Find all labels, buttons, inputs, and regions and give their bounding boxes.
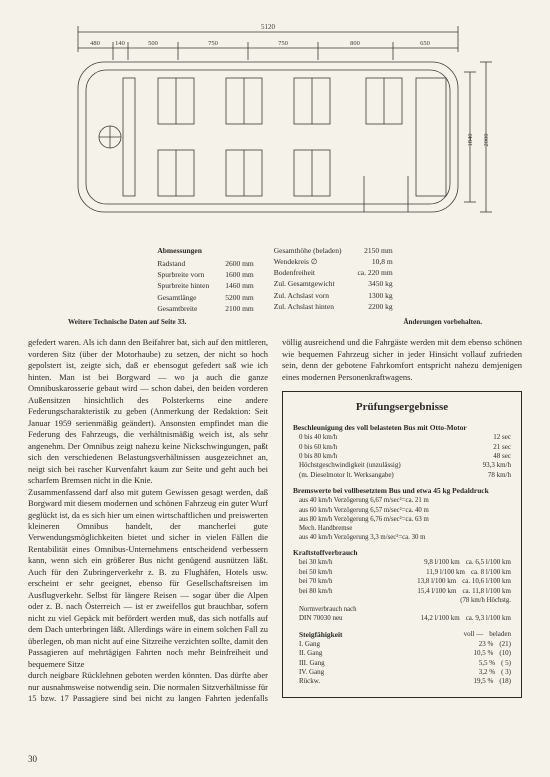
body-para-1: gefedert waren. Als ich dann den Beifahr…: [28, 337, 268, 486]
spec-key: Zul. Achslast vorn: [274, 291, 342, 301]
spec-val: 2200 kg: [357, 302, 392, 312]
brake-line: aus 60 km/h Verzögerung 6,57 m/sec²=ca. …: [293, 506, 511, 515]
spec-val: 2600 mm: [225, 259, 254, 269]
spec-tables: Abmessungen Radstand 2600 mm Spurbreite v…: [28, 246, 522, 314]
foot-left: Weitere Technische Daten auf Seite 33.: [68, 318, 186, 328]
svg-text:140: 140: [115, 40, 125, 47]
climb-row: I. Gang23 %(21): [293, 640, 511, 649]
fuel-row: bei 70 km/h13,8 l/100 kmca. 10,6 l/100 k…: [293, 577, 511, 586]
climb-section: Steigfähigkeit voll — beladen I. Gang23 …: [293, 630, 511, 687]
spec-footer: Weitere Technische Daten auf Seite 33. Ä…: [68, 318, 482, 328]
svg-text:650: 650: [420, 40, 430, 47]
svg-text:750: 750: [208, 40, 218, 47]
fuel-row: bei 80 km/h15,4 l/100 kmca. 11,8 l/100 k…: [293, 587, 511, 596]
climb-row: IV. Gang3,2 %( 3): [293, 668, 511, 677]
spec-key: Spurbreite hinten: [157, 281, 209, 291]
spec-key: Zul. Gesamtgewicht: [274, 279, 342, 289]
brake-line: aus 40 km/h Verzögerung 3,3 m/sec²=ca. 3…: [293, 533, 511, 542]
svg-text:500: 500: [148, 40, 158, 47]
climb-row: Rückw.19,5 %(18): [293, 677, 511, 686]
spec-col-right: Gesamthöhe (beladen) 2150 mm Wendekreis ∅…: [274, 246, 393, 314]
svg-text:1840: 1840: [467, 134, 474, 147]
svg-text:2000: 2000: [483, 134, 490, 147]
spec-key: Radstand: [157, 259, 209, 269]
accel-head: Beschleunigung des voll belasteten Bus m…: [293, 423, 511, 433]
spec-key: Zul. Achslast hinten: [274, 302, 342, 312]
fuel-norm: DIN 70030 neu14,2 l/100 kmca. 9,3 l/100 …: [293, 614, 511, 623]
fuel-norm-head: Normverbrauch nach: [293, 605, 511, 614]
accel-line: 0 bis 40 km/h12 sec: [293, 433, 511, 442]
svg-text:480: 480: [90, 40, 100, 47]
svg-text:800: 800: [350, 40, 360, 47]
page-number: 30: [28, 753, 37, 765]
spec-key: Bodenfreiheit: [274, 268, 342, 278]
svg-text:750: 750: [278, 40, 288, 47]
brakes-section: Bremswerte bei vollbesetztem Bus und etw…: [293, 486, 511, 542]
brake-line: aus 80 km/h Verzögerung 6,76 m/sec²=ca. …: [293, 515, 511, 524]
spec-val: 3450 kg: [357, 279, 392, 289]
results-box: Prüfungsergebnisse Beschleunigung des vo…: [282, 391, 522, 698]
climb-row: III. Gang5,5 %( 5): [293, 659, 511, 668]
accel-line: 0 bis 80 km/h48 sec: [293, 452, 511, 461]
spec-val: 1300 kg: [357, 291, 392, 301]
spec-col-left: Abmessungen Radstand 2600 mm Spurbreite v…: [157, 246, 253, 314]
brake-line: aus 40 km/h Verzögerung 6,67 m/sec²=ca. …: [293, 496, 511, 505]
climb-head: Steigfähigkeit: [299, 630, 458, 640]
spec-val: 1460 mm: [225, 281, 254, 291]
climb-head-row: Steigfähigkeit voll — beladen: [293, 630, 511, 640]
fuel-head: Kraftstoffverbrauch: [293, 548, 511, 558]
spec-key: Gesamtlänge: [157, 293, 209, 303]
body-para-2: Zusammenfassend darf also mit gutem Gewi…: [28, 487, 268, 671]
spec-val: 10,8 m: [357, 257, 392, 267]
spec-val: 1600 mm: [225, 270, 254, 280]
svg-text:5120: 5120: [261, 23, 276, 31]
spec-key: Spurbreite vorn: [157, 270, 209, 280]
fuel-row: bei 30 km/h9,8 l/100 kmca. 6,5 l/100 km: [293, 558, 511, 567]
spec-key: Gesamtbreite: [157, 304, 209, 314]
foot-right: Änderungen vorbehalten.: [403, 318, 482, 328]
spec-val: ca. 220 mm: [357, 268, 392, 278]
brake-line: Mech. Handbremse: [293, 524, 511, 533]
spec-val: 5200 mm: [225, 293, 254, 303]
bus-floorplan-diagram: 5120 480 140 500 750 750 800 650: [28, 20, 522, 240]
fuel-row: bei 50 km/h11,9 l/100 kmca. 8 l/100 km: [293, 568, 511, 577]
spec-key: Gesamthöhe (beladen): [274, 246, 342, 256]
accel-section: Beschleunigung des voll belasteten Bus m…: [293, 423, 511, 480]
climb-row: II. Gang10,5 %(10): [293, 649, 511, 658]
accel-extra: Höchstgeschwindigkeit (unzulässig)93,3 k…: [293, 461, 511, 470]
fuel-note: (78 km/h Höchstg.: [293, 596, 511, 605]
results-title: Prüfungsergebnisse: [293, 400, 511, 415]
accel-line: 0 bis 60 km/h21 sec: [293, 443, 511, 452]
accel-extra: (m. Dieselmotor lt. Werksangabe)78 km/h: [293, 471, 511, 480]
spec-heading: Abmessungen: [157, 246, 253, 256]
body-columns: gefedert waren. Als ich dann den Beifahr…: [28, 337, 522, 704]
floorplan-svg: 5120 480 140 500 750 750 800 650: [28, 20, 522, 240]
spec-val: 2150 mm: [357, 246, 392, 256]
spec-key: Wendekreis ∅: [274, 257, 342, 267]
spec-val: 2100 mm: [225, 304, 254, 314]
brakes-head: Bremswerte bei vollbesetztem Bus und etw…: [293, 486, 511, 496]
fuel-section: Kraftstoffverbrauch bei 30 km/h9,8 l/100…: [293, 548, 511, 624]
